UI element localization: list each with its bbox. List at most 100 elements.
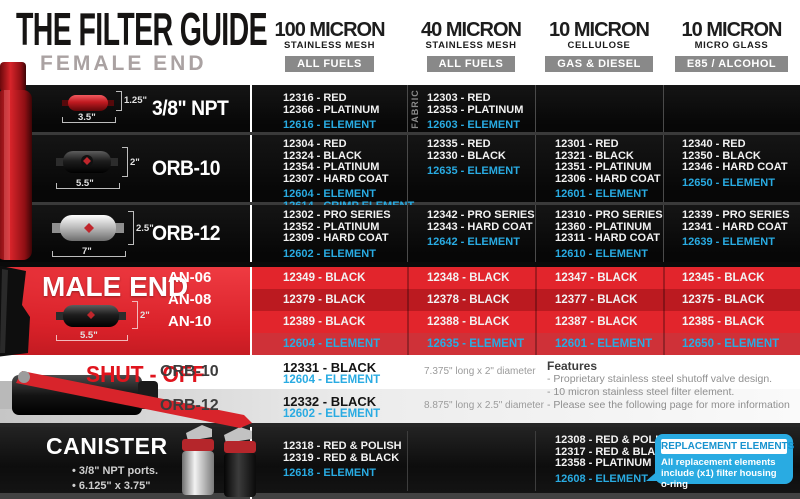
element-number: 12650 - ELEMENT bbox=[682, 176, 775, 189]
cell-40-micron: FABRIC 12303 - RED 12353 - PLATINUM 12603… bbox=[407, 85, 535, 132]
element-number: 12601 - ELEMENT bbox=[555, 338, 653, 350]
part-number: 12308 - RED & POLISH bbox=[555, 434, 674, 446]
npt-filter-photo bbox=[62, 95, 114, 111]
dim-width: 7" bbox=[82, 246, 92, 257]
fuel-badge: E85 / ALCOHOL bbox=[674, 56, 789, 72]
dim-height: 1.25" bbox=[124, 95, 147, 106]
width-bracket bbox=[56, 335, 128, 341]
feature-line: - Please see the following page for more… bbox=[547, 399, 790, 411]
row-label-orb10: ORB-10 bbox=[160, 363, 219, 380]
table-row-an10: 12389 - BLACK 12388 - BLACK 12387 - BLAC… bbox=[252, 311, 800, 333]
height-bracket bbox=[132, 301, 138, 329]
part-number: 12318 - RED & POLISH bbox=[283, 440, 402, 452]
canister-bullet: • 6.125" x 3.75" bbox=[72, 480, 151, 492]
element-number: 12608 - ELEMENT bbox=[555, 472, 648, 485]
dim-width: 3.5" bbox=[78, 112, 96, 123]
part-number: 12340 - RED bbox=[682, 138, 746, 150]
part-number: 12379 - BLACK bbox=[283, 294, 366, 306]
canister-section: CANISTER • 3/8" NPT ports. • 6.125" x 3.… bbox=[0, 423, 800, 499]
cell-100-micron: 12304 - RED 12324 - BLACK 12354 - PLATINUM… bbox=[252, 135, 414, 211]
column-header-10-micron-cellulose: 10 MICRON CELLULOSE GAS & DIESEL bbox=[535, 20, 663, 72]
element-number: 12635 - ELEMENT bbox=[427, 165, 520, 177]
column-subtitle: CELLULOSE bbox=[567, 40, 631, 51]
feature-line: - 10 micron stainless steel filter eleme… bbox=[547, 386, 735, 398]
part-number: 12339 - PRO SERIES bbox=[682, 209, 790, 221]
column-subtitle: MICRO GLASS bbox=[694, 40, 769, 51]
part-number: 12360 - PLATINUM bbox=[555, 220, 652, 233]
part-number: 12349 - BLACK bbox=[283, 272, 366, 284]
part-number: 12352 - PLATINUM bbox=[283, 220, 380, 233]
bottom-strip bbox=[0, 493, 800, 499]
part-number: 12388 - BLACK bbox=[427, 316, 510, 328]
column-subtitle: STAINLESS MESH bbox=[283, 40, 376, 51]
part-number: 12319 - RED & BLACK bbox=[283, 451, 400, 464]
element-number: 12610 - ELEMENT bbox=[555, 247, 648, 260]
element-number: 12604 - ELEMENT bbox=[283, 374, 381, 386]
canister-bullet: • 3/8" NPT ports. bbox=[72, 465, 159, 477]
callout-body: All replacement elements include (x1) fi… bbox=[661, 457, 777, 490]
dim-width: 5.5" bbox=[76, 178, 94, 189]
cell-10-micron-cellulose: 12308 - RED & POLISH 12317 - RED & BLACK 1… bbox=[535, 427, 674, 493]
element-number: 12639 - ELEMENT bbox=[682, 236, 775, 248]
dim-height: 2" bbox=[130, 157, 140, 168]
part-number: 12346 - HARD COAT bbox=[682, 161, 788, 173]
part-number: 12343 - HARD COAT bbox=[427, 220, 533, 233]
part-number: 12306 - HARD COAT bbox=[555, 172, 661, 185]
row-label-an06: AN-06 bbox=[168, 269, 212, 286]
male-end-section: MALE END AN-06 AN-08 AN-10 2" 5.5" 12349… bbox=[0, 262, 800, 357]
part-number: 12358 - PLATINUM bbox=[555, 457, 652, 469]
male-end-section-label: MALE END bbox=[42, 271, 189, 302]
shutoff-valve-photo bbox=[0, 371, 252, 428]
row-label-orb10: ORB-10 bbox=[152, 156, 221, 180]
dim-width: 5.5" bbox=[80, 330, 98, 341]
cell-10-micron-cellulose: 12310 - PRO SERIES 12360 - PLATINUM 12311 … bbox=[535, 205, 663, 262]
size-note: 8.875" long x 2.5" diameter bbox=[424, 400, 544, 411]
part-number: 12311 - HARD COAT bbox=[555, 232, 660, 244]
width-bracket bbox=[56, 183, 120, 189]
part-number: 12310 - PRO SERIES bbox=[555, 209, 663, 221]
height-bracket bbox=[128, 211, 134, 245]
canister-section-label: CANISTER bbox=[46, 433, 168, 459]
cell-100-micron: 12316 - RED 12366 - PLATINUM 12616 - ELEM… bbox=[252, 85, 407, 132]
width-bracket bbox=[62, 117, 116, 123]
part-number: 12351 - PLATINUM bbox=[555, 161, 652, 173]
table-row-orb12: 2.5" 7" ORB-12 12302 - PRO SERIES 12352 -… bbox=[0, 205, 800, 262]
cell-10-micron-micro-glass bbox=[663, 85, 800, 132]
part-number: 12301 - RED bbox=[555, 138, 619, 150]
column-headers: 100 MICRON STAINLESS MESH ALL FUELS 40 M… bbox=[252, 20, 800, 72]
element-number: 12601 - ELEMENT bbox=[555, 188, 648, 200]
part-number: 12345 - BLACK bbox=[682, 272, 765, 284]
element-number: 12604 - ELEMENT bbox=[283, 338, 381, 350]
part-number: 12366 - PLATINUM bbox=[283, 103, 380, 116]
part-number: 12378 - BLACK bbox=[427, 294, 510, 306]
label-separator bbox=[250, 135, 252, 202]
height-bracket bbox=[122, 147, 128, 177]
part-number: 12354 - PLATINUM bbox=[283, 161, 380, 173]
label-separator bbox=[250, 267, 252, 355]
element-number: 12604 - ELEMENT bbox=[283, 188, 376, 200]
fuel-badge: ALL FUELS bbox=[426, 56, 516, 72]
fuel-badge: ALL FUELS bbox=[285, 56, 374, 72]
part-number: 12330 - BLACK bbox=[427, 149, 506, 162]
part-number: 12348 - BLACK bbox=[427, 272, 510, 284]
element-number: 12635 - ELEMENT bbox=[427, 338, 525, 350]
part-number: 12387 - BLACK bbox=[555, 316, 638, 328]
shutoff-section-label: SHUT - OFF bbox=[86, 361, 205, 387]
cell-40-micron: 12342 - PRO SERIES 12343 - HARD COAT 1264… bbox=[407, 205, 535, 262]
table-row-male-elements: 12604 - ELEMENT 12635 - ELEMENT 12601 - … bbox=[252, 333, 800, 355]
part-number: 12309 - HARD COAT bbox=[283, 232, 389, 244]
cell-100-micron: 12302 - PRO SERIES 12352 - PLATINUM 12309 … bbox=[252, 205, 407, 262]
cell-10-micron-cellulose: 12301 - RED 12321 - BLACK 12351 - PLATINUM… bbox=[535, 135, 663, 202]
fuel-badge: GAS & DIESEL bbox=[545, 56, 653, 72]
element-number: 12616 - ELEMENT bbox=[283, 119, 376, 131]
dim-height: 2.5" bbox=[136, 223, 154, 234]
table-row-orb10: 2" 5.5" ORB-10 12304 - RED 12324 - BLACK 1… bbox=[0, 135, 800, 211]
orb12-filter-photo bbox=[52, 215, 124, 241]
table-row-an06: 12349 - BLACK 12348 - BLACK 12347 - BLAC… bbox=[252, 267, 800, 289]
part-number: 12341 - HARD COAT bbox=[682, 220, 788, 233]
column-title: 40 MICRON bbox=[421, 19, 522, 41]
cell-10-micron-micro-glass: 12340 - RED 12350 - BLACK 12346 - HARD COA… bbox=[663, 135, 800, 202]
height-bracket bbox=[116, 91, 122, 111]
feature-line: - Proprietary stainless steel shutoff va… bbox=[547, 373, 773, 385]
